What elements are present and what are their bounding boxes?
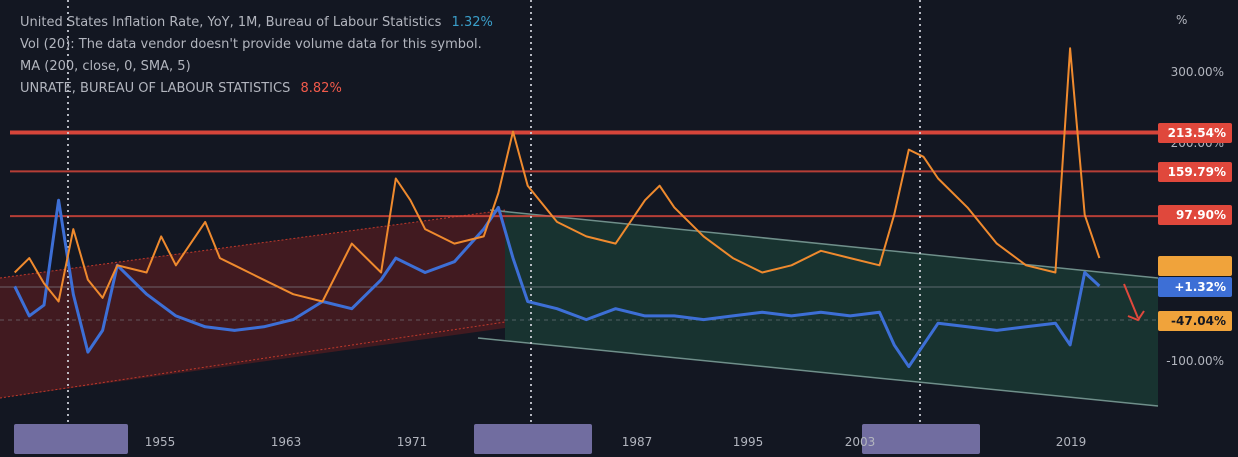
legend-label-inflation: United States Inflation Rate, YoY, 1M, B… — [20, 15, 442, 30]
price-label-text: 97.90% — [1176, 208, 1226, 222]
legend-label-ma: MA (200, close, 0, SMA, 5) — [20, 59, 191, 74]
x-tick-label-1963: 1963 — [271, 435, 302, 449]
price-label-text: +1.32% — [1174, 280, 1226, 294]
chart-legend: United States Inflation Rate, YoY, 1M, B… — [20, 12, 493, 100]
y-tick-label: 300.00% — [1171, 65, 1224, 79]
series-unrate-line — [13, 47, 1101, 303]
price-label-text: 213.54% — [1168, 126, 1226, 140]
legend-value-unrate: 8.82% — [300, 81, 342, 96]
price-label-box — [1158, 162, 1232, 182]
x-tick-label-1995: 1995 — [733, 435, 764, 449]
price-label-text: -47.04% — [1171, 314, 1226, 328]
series-inflation-line — [13, 198, 1101, 369]
falling-channel-top — [489, 209, 1159, 279]
legend-row-ma: MA (200, close, 0, SMA, 5) — [20, 56, 493, 78]
legend-row-unrate: UNRATE, BUREAU OF LABOUR STATISTICS 8.82… — [20, 78, 493, 100]
x-axis-bar — [0, 425, 1238, 457]
price-label-box — [1158, 311, 1232, 331]
falling-channel-bottom — [477, 337, 1159, 407]
x-tick-label-2019: 2019 — [1056, 435, 1087, 449]
arrow-annotation-head — [1127, 310, 1145, 322]
x-tick-label-1987: 1987 — [622, 435, 653, 449]
legend-label-unrate: UNRATE, BUREAU OF LABOUR STATISTICS — [20, 81, 291, 96]
y-tick-label: -100.00% — [1166, 354, 1224, 368]
legend-label-volume: Vol (20): The data vendor doesn't provid… — [20, 37, 482, 52]
x-axis-highlight-1 — [474, 424, 592, 454]
legend-row-volume: Vol (20): The data vendor doesn't provid… — [20, 34, 493, 56]
legend-value-inflation: 1.32% — [451, 15, 493, 30]
price-label-orange-top — [1158, 256, 1232, 276]
arrow-annotation-shaft — [1123, 283, 1139, 319]
price-label-box — [1158, 123, 1232, 143]
legend-row-inflation: United States Inflation Rate, YoY, 1M, B… — [20, 12, 493, 34]
price-label-box — [1158, 205, 1232, 225]
x-axis-highlight-2 — [862, 424, 980, 454]
price-label-text: 159.79% — [1168, 165, 1226, 179]
rising-channel-bottom — [0, 321, 506, 399]
x-tick-label-1955: 1955 — [145, 435, 176, 449]
x-axis-highlight-0 — [14, 424, 128, 454]
price-label-box — [1158, 277, 1232, 297]
y-axis-unit: % — [1176, 13, 1187, 27]
x-tick-label-2003: 2003 — [845, 435, 876, 449]
rising-channel — [0, 210, 505, 398]
falling-channel — [505, 212, 1158, 406]
x-tick-label-1971: 1971 — [397, 435, 428, 449]
